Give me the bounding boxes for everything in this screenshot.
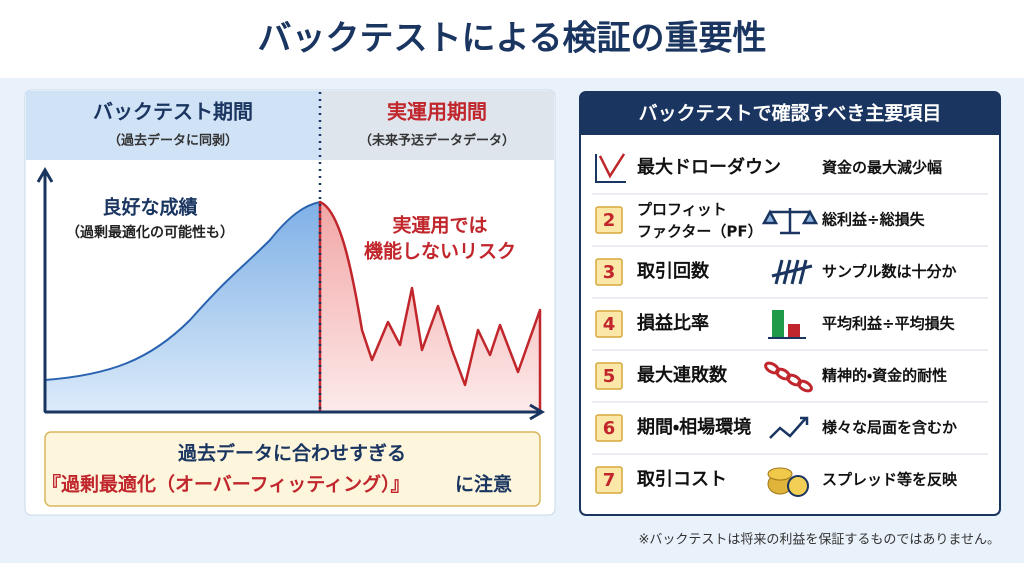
live-curve (318, 200, 542, 414)
risk-line: 機能しないリスク (364, 240, 516, 263)
item-number: 7 (603, 470, 616, 491)
item-description: 平均利益÷平均損失 (822, 315, 956, 333)
number-badge (595, 258, 623, 286)
warning-suffix: に注意 (455, 473, 512, 496)
item-number: 5 (603, 366, 616, 387)
coin-icon (767, 467, 793, 481)
drawdown-line (598, 153, 626, 179)
item-label: 取引コスト (637, 469, 727, 490)
item-number: 2 (603, 210, 616, 231)
number-badge (595, 414, 623, 442)
item-description: 様々な局面を含むか (822, 419, 957, 437)
trend-icon (769, 416, 809, 439)
item-label: 最大ドローダウン (637, 156, 781, 178)
chain-icon (797, 379, 813, 393)
item-description: サンプル数は十分か (822, 263, 957, 281)
live-header (321, 91, 554, 160)
risk-line: 実運用では (392, 214, 487, 237)
item-label: 損益比率 (637, 312, 709, 334)
item-number: 6 (603, 418, 616, 439)
backtest-header (26, 91, 321, 160)
item-number: 4 (603, 314, 616, 335)
number-badge (595, 466, 623, 494)
good-result-label: 良好な成績 (102, 196, 197, 219)
backtest-curve (44, 200, 321, 413)
item-label: 取引回数 (637, 260, 710, 282)
item-label: ファクター（PF） (637, 223, 763, 241)
item-label: 最大連敗数 (637, 364, 728, 386)
item-label: 期間・相場環境 (637, 417, 751, 438)
right-header (580, 92, 1000, 135)
live-note: （未来予迗データデータ） (359, 133, 515, 149)
warning-term: 『過剰最適化（オーバーフィッティング）』 (42, 473, 410, 496)
dollar-icon (787, 475, 809, 497)
bar-icon (772, 310, 784, 338)
number-badge (595, 362, 623, 390)
right-title: バックテストで確認すべき主要項目 (639, 102, 942, 125)
item-label: プロフィット (637, 201, 727, 219)
bar-icon (788, 324, 800, 338)
item-description: 総利益÷総損失 (821, 211, 926, 229)
good-result-note: （過剰最適化の可能性も） (66, 224, 234, 241)
right-panel (579, 91, 1001, 516)
backtest-label: バックテスト期間 (93, 100, 253, 124)
title-band (0, 0, 1024, 78)
item-description: 資金の最大減少幅 (822, 159, 942, 177)
footnote: ※バックテストは将来の利益を保証するものではありません。 (638, 533, 1000, 548)
title: バックテストによる検証の重要性 (258, 19, 767, 59)
tally-icon (771, 259, 813, 285)
number-badge (595, 206, 623, 234)
live-label: 実運用期間 (387, 100, 487, 124)
item-description: 精神的・資金的耐性 (822, 367, 947, 385)
axes (36, 167, 545, 421)
backtest-note: （過去データに同剥） (108, 133, 238, 149)
scale-icon (761, 208, 819, 235)
item-description: スプレッド等を反映 (822, 471, 958, 489)
warning-box (44, 431, 541, 507)
item-number: 3 (603, 262, 616, 283)
warning-line: 過去データに合わせすぎる (178, 442, 406, 465)
number-badge (595, 310, 623, 338)
